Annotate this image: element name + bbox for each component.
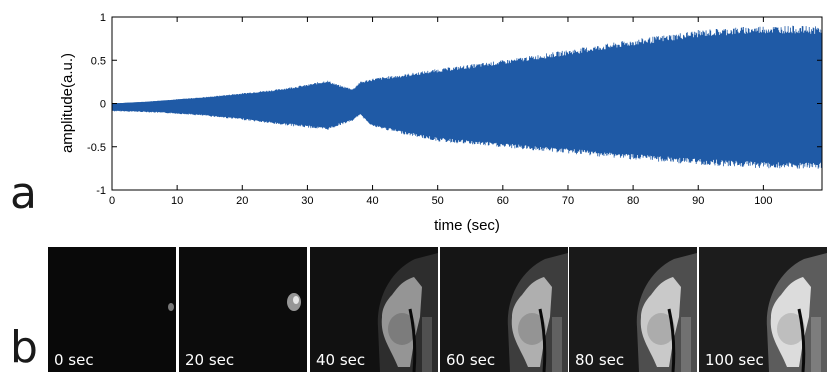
x-tick-label: 100 (754, 195, 772, 207)
amplitude-chart: 0 10 20 30 40 50 60 70 80 90 100 -1 -0.5 0 0.5 1 amplit… (59, 12, 823, 234)
mri-frame-4: 80 sec (569, 247, 697, 372)
mri-image (569, 247, 697, 372)
y-tick-label: 0 (100, 99, 106, 111)
y-tick-label: 0.5 (91, 55, 106, 67)
mri-speck (168, 303, 174, 311)
mri-frame-strip: 0 sec 20 sec 40 sec 60 sec 80 sec 100 se… (48, 247, 834, 372)
plot-area (111, 25, 823, 169)
mri-speck-core (293, 296, 299, 304)
mri-image (179, 247, 307, 372)
mri-frame-5: 100 sec (699, 247, 827, 372)
x-tick-label: 20 (236, 195, 248, 207)
panel-label-b: b (10, 322, 38, 373)
spine (422, 317, 432, 372)
panel-label-a: a (10, 168, 37, 219)
y-tick-label: -0.5 (87, 142, 106, 154)
mri-frame-3: 60 sec (440, 247, 568, 372)
frame-time-label: 0 sec (54, 351, 94, 369)
x-tick-label: 10 (171, 195, 183, 207)
mri-frame-2: 40 sec (310, 247, 438, 372)
tongue-region (518, 313, 546, 345)
spine (681, 317, 691, 372)
tongue-region (777, 313, 805, 345)
x-tick-label: 90 (692, 195, 704, 207)
mri-image (48, 247, 176, 372)
airway (667, 308, 676, 372)
y-axis-label: amplitude(a.u.) (59, 53, 76, 153)
x-tick-label: 60 (497, 195, 509, 207)
tongue-region (647, 313, 675, 345)
x-tick-label: 0 (109, 195, 115, 207)
tongue-region (388, 313, 416, 345)
mri-image (440, 247, 568, 372)
x-tick-label: 50 (432, 195, 444, 207)
mri-frame-1: 20 sec (179, 247, 307, 372)
frame-time-label: 100 sec (705, 351, 764, 369)
spine (552, 317, 562, 372)
frame-time-label: 80 sec (575, 351, 625, 369)
axes: 0 10 20 30 40 50 60 70 80 90 100 -1 -0.5 0 0.5 1 (87, 12, 823, 207)
y-tick-label: -1 (96, 185, 106, 197)
spine (811, 317, 821, 372)
x-tick-label: 70 (562, 195, 574, 207)
x-tick-label: 30 (301, 195, 313, 207)
mri-image (310, 247, 438, 372)
x-axis-label: time (sec) (434, 217, 500, 234)
frame-time-label: 20 sec (185, 351, 235, 369)
airway (408, 308, 417, 372)
y-tick-label: 1 (100, 12, 106, 24)
x-tick-label: 40 (366, 195, 378, 207)
frame-time-label: 60 sec (446, 351, 496, 369)
airway (538, 308, 547, 372)
mri-background (48, 247, 176, 372)
x-tick-label: 80 (627, 195, 639, 207)
mri-image (699, 247, 827, 372)
mri-background (179, 247, 307, 372)
airway (797, 308, 806, 372)
mri-frame-0: 0 sec (48, 247, 176, 372)
signal-trace (111, 25, 823, 169)
frame-time-label: 40 sec (316, 351, 366, 369)
